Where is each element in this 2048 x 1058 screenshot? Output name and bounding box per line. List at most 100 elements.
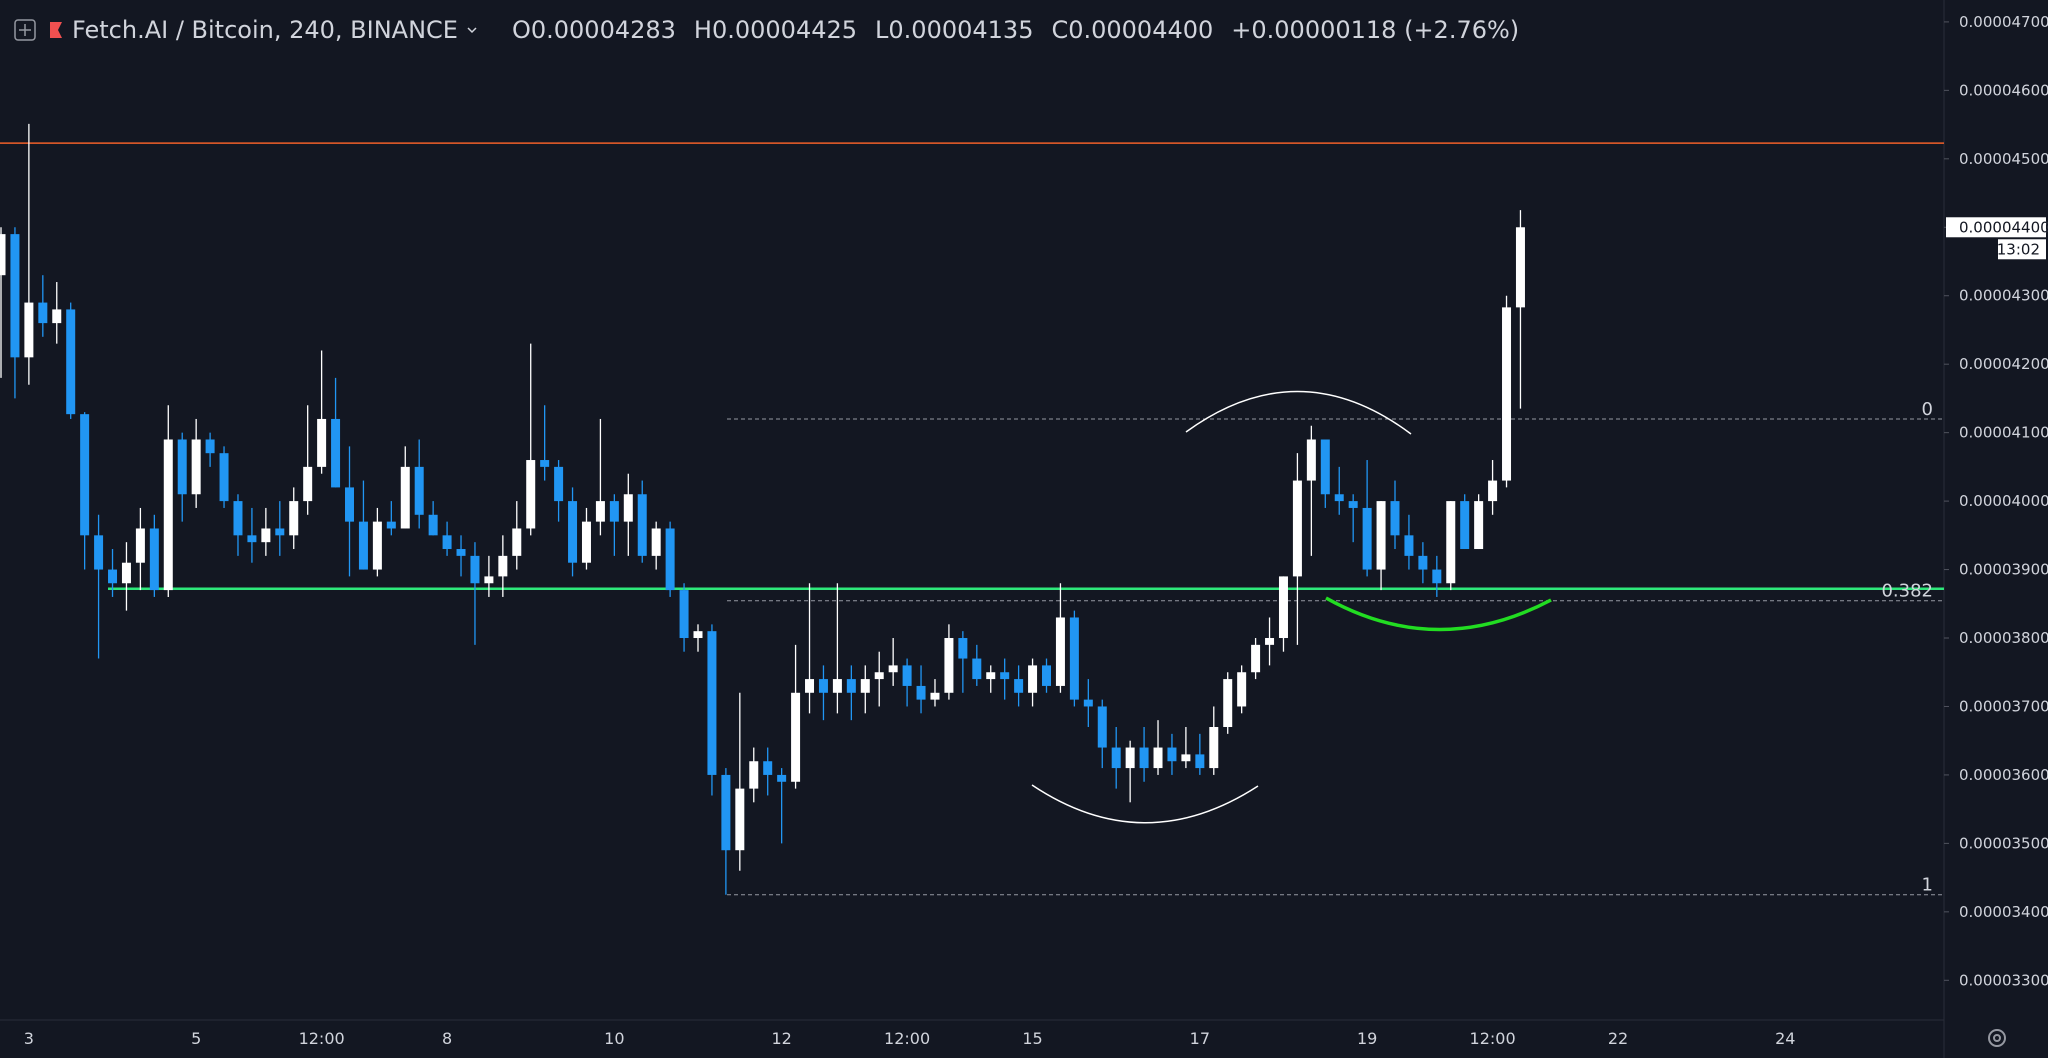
candle-body bbox=[38, 302, 48, 324]
candle-body bbox=[1083, 699, 1093, 707]
candle-body bbox=[568, 501, 578, 563]
candle-body bbox=[10, 234, 20, 358]
candle-body bbox=[1111, 747, 1121, 769]
candle-body bbox=[651, 528, 661, 556]
candle-body bbox=[1167, 747, 1177, 762]
candle-body bbox=[916, 685, 926, 700]
x-tick-label: 5 bbox=[191, 1029, 201, 1048]
candle-body bbox=[289, 501, 299, 536]
y-tick-label: 0.00003600 bbox=[1959, 766, 2048, 784]
candles bbox=[0, 123, 1525, 895]
candle-body bbox=[1097, 706, 1107, 748]
chevron[interactable] bbox=[466, 25, 478, 35]
x-tick-label: 19 bbox=[1357, 1029, 1377, 1048]
legend-header: Fetch.AI / Bitcoin, 240, BINANCE O0.0000… bbox=[14, 12, 1537, 48]
ohlc-open: O0.00004283 bbox=[511, 16, 676, 44]
candle-body bbox=[721, 774, 731, 851]
candle-body bbox=[163, 439, 173, 591]
x-tick-label: 3 bbox=[24, 1029, 34, 1048]
x-tick-label: 22 bbox=[1608, 1029, 1628, 1048]
candle-body bbox=[637, 494, 647, 556]
candle-body bbox=[470, 555, 480, 584]
candle-body bbox=[1376, 501, 1386, 570]
y-tick-label: 0.00004000 bbox=[1959, 492, 2048, 510]
symbol-flag bbox=[50, 22, 62, 38]
level-lines bbox=[0, 142, 1944, 896]
candle-body bbox=[94, 535, 104, 570]
y-tick-label: 0.00003800 bbox=[1959, 629, 2048, 647]
candle-body bbox=[345, 487, 354, 522]
candle-body bbox=[52, 309, 62, 324]
y-tick-label: 0.00004300 bbox=[1959, 287, 2048, 305]
candle-body bbox=[261, 528, 271, 543]
candle-body bbox=[846, 679, 856, 693]
ohlc-high: H0.00004425 bbox=[693, 16, 858, 44]
candle-body bbox=[595, 501, 605, 522]
add-icon[interactable] bbox=[14, 19, 36, 41]
candle-body bbox=[1055, 617, 1065, 686]
y-tick-label: 0.00003900 bbox=[1959, 561, 2048, 579]
arc-annotation bbox=[1185, 390, 1412, 435]
candle-body bbox=[1042, 665, 1051, 686]
candle-body bbox=[986, 672, 996, 680]
candle-body bbox=[66, 309, 76, 415]
candle-body bbox=[1028, 665, 1038, 693]
candle-body bbox=[818, 679, 828, 693]
candle-body bbox=[1237, 672, 1247, 707]
candle-body bbox=[1418, 555, 1428, 570]
candle-body bbox=[1306, 439, 1316, 481]
candle-body bbox=[1390, 501, 1400, 536]
candle-body bbox=[832, 679, 842, 693]
candle-body bbox=[777, 774, 787, 782]
candle-body bbox=[763, 761, 773, 775]
candle-body bbox=[1502, 307, 1512, 481]
x-tick-label: 24 bbox=[1775, 1029, 1795, 1048]
candle-body bbox=[1474, 501, 1484, 550]
candle-body bbox=[1320, 439, 1330, 495]
candle-body bbox=[358, 521, 368, 570]
y-tick-label: 0.00003300 bbox=[1959, 971, 2048, 989]
y-tick-label: 0.00004600 bbox=[1959, 81, 2048, 99]
candle-body bbox=[805, 679, 815, 693]
candle-body bbox=[1278, 576, 1288, 639]
candle-body bbox=[149, 528, 159, 591]
candle-body bbox=[205, 439, 215, 454]
candle-body bbox=[233, 501, 243, 536]
candle-body bbox=[247, 535, 257, 543]
candle-body bbox=[80, 414, 90, 536]
x-tick-label: 10 bbox=[604, 1029, 624, 1048]
candle-body bbox=[0, 234, 6, 276]
candle-body bbox=[191, 439, 201, 495]
fib-label: 1 bbox=[1922, 875, 1933, 896]
x-tick-label: 15 bbox=[1022, 1029, 1042, 1048]
y-tick-label: 0.00004200 bbox=[1959, 355, 2048, 373]
candle-body bbox=[456, 549, 466, 556]
candle-body bbox=[24, 302, 34, 358]
candle-body bbox=[526, 460, 536, 529]
candle-body bbox=[275, 528, 285, 536]
candle-body bbox=[1515, 227, 1525, 308]
candle-body bbox=[623, 494, 633, 522]
symbol[interactable]: Fetch.AI / Bitcoin, 240, BINANCE bbox=[72, 16, 458, 44]
candle-body bbox=[944, 638, 954, 693]
x-tick-label: 12:00 bbox=[299, 1029, 345, 1048]
candle-body bbox=[665, 528, 675, 591]
settings-icon[interactable] bbox=[1988, 1029, 2006, 1047]
candle-body bbox=[442, 535, 452, 550]
candle-body bbox=[484, 576, 494, 584]
countdown-label: 13:02 bbox=[1997, 240, 2040, 258]
x-tick-label: 17 bbox=[1190, 1029, 1210, 1048]
candle-body bbox=[1460, 501, 1470, 550]
candle-body bbox=[1292, 480, 1302, 577]
candle-body bbox=[1125, 747, 1135, 769]
candle-body bbox=[693, 631, 703, 639]
x-tick-label: 8 bbox=[442, 1029, 452, 1048]
candle-body bbox=[1069, 617, 1079, 700]
y-tick-label: 0.00004500 bbox=[1959, 150, 2048, 168]
candle-body bbox=[512, 528, 522, 556]
last-price-label: 0.00004400 bbox=[1959, 218, 2048, 236]
ohlc-close: C0.00004400 bbox=[1051, 16, 1214, 44]
candle-body bbox=[1334, 494, 1344, 502]
